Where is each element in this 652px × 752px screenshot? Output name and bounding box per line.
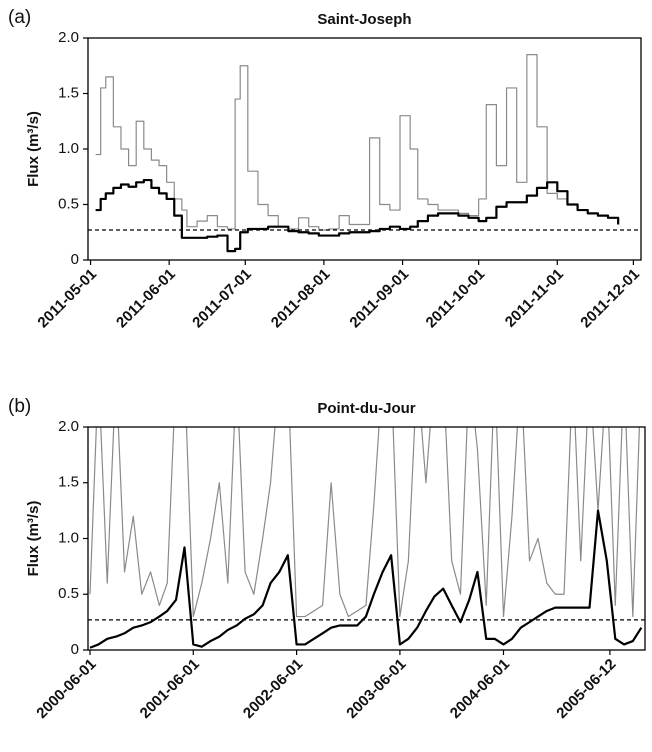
x-tick-label: 2011-10-01	[423, 266, 489, 332]
plot-area	[89, 427, 643, 649]
x-tick-label: 2011-09-01	[346, 266, 412, 332]
y-tick-label: 2.0	[58, 29, 79, 46]
y-tick-label: 0.5	[58, 585, 79, 602]
x-tick-label: 2000-06-01	[33, 656, 99, 722]
x-tick-label: 2011-06-01	[113, 266, 179, 332]
y-axis-label: Flux (m³/s)	[25, 111, 42, 187]
flux-line	[95, 178, 620, 253]
x-tick-label: 2011-08-01	[268, 266, 334, 332]
panel-label: (a)	[8, 7, 31, 28]
flux-line	[95, 54, 619, 231]
y-tick-label: 2.0	[58, 418, 79, 435]
x-tick-label: 2011-05-01	[34, 266, 100, 332]
chart-title: Point-du-Jour	[317, 400, 415, 417]
plot-area	[95, 54, 620, 253]
x-tick-label: 2001-06-01	[137, 656, 203, 722]
flux-line	[89, 427, 640, 618]
y-tick-label: 0	[71, 251, 79, 268]
plot-frame	[87, 37, 642, 261]
y-tick-label: 0.5	[58, 195, 79, 212]
x-tick-label: 2011-11-01	[502, 266, 567, 331]
plot-frame	[87, 426, 646, 651]
x-tick-label: 2002-06-01	[240, 656, 306, 722]
x-tick-label: 2011-07-01	[189, 266, 255, 332]
panel: (a) Saint-Joseph Flux (m³/s) 0 0.5 1.0 1.5 2.0 2…	[8, 7, 643, 331]
x-tick-label: 2011-12-01	[577, 266, 643, 332]
y-tick-label: 0	[71, 641, 79, 658]
y-axis-label: Flux (m³/s)	[25, 501, 42, 577]
x-tick-label: 2005-06-12	[553, 656, 619, 722]
y-tick-label: 1.0	[58, 140, 79, 157]
flux-line	[89, 509, 643, 649]
y-tick-label: 1.5	[58, 474, 79, 491]
panel-label: (b)	[8, 396, 31, 417]
x-tick-label: 2003-06-01	[343, 656, 409, 722]
chart-title: Saint-Joseph	[317, 11, 411, 28]
y-tick-label: 1.0	[58, 529, 79, 546]
x-tick-label: 2004-06-01	[447, 656, 513, 722]
panel: (b) Point-du-Jour Flux (m³/s) 0 0.5 1.0 1.5 2.0…	[8, 396, 646, 722]
y-tick-label: 1.5	[58, 84, 79, 101]
